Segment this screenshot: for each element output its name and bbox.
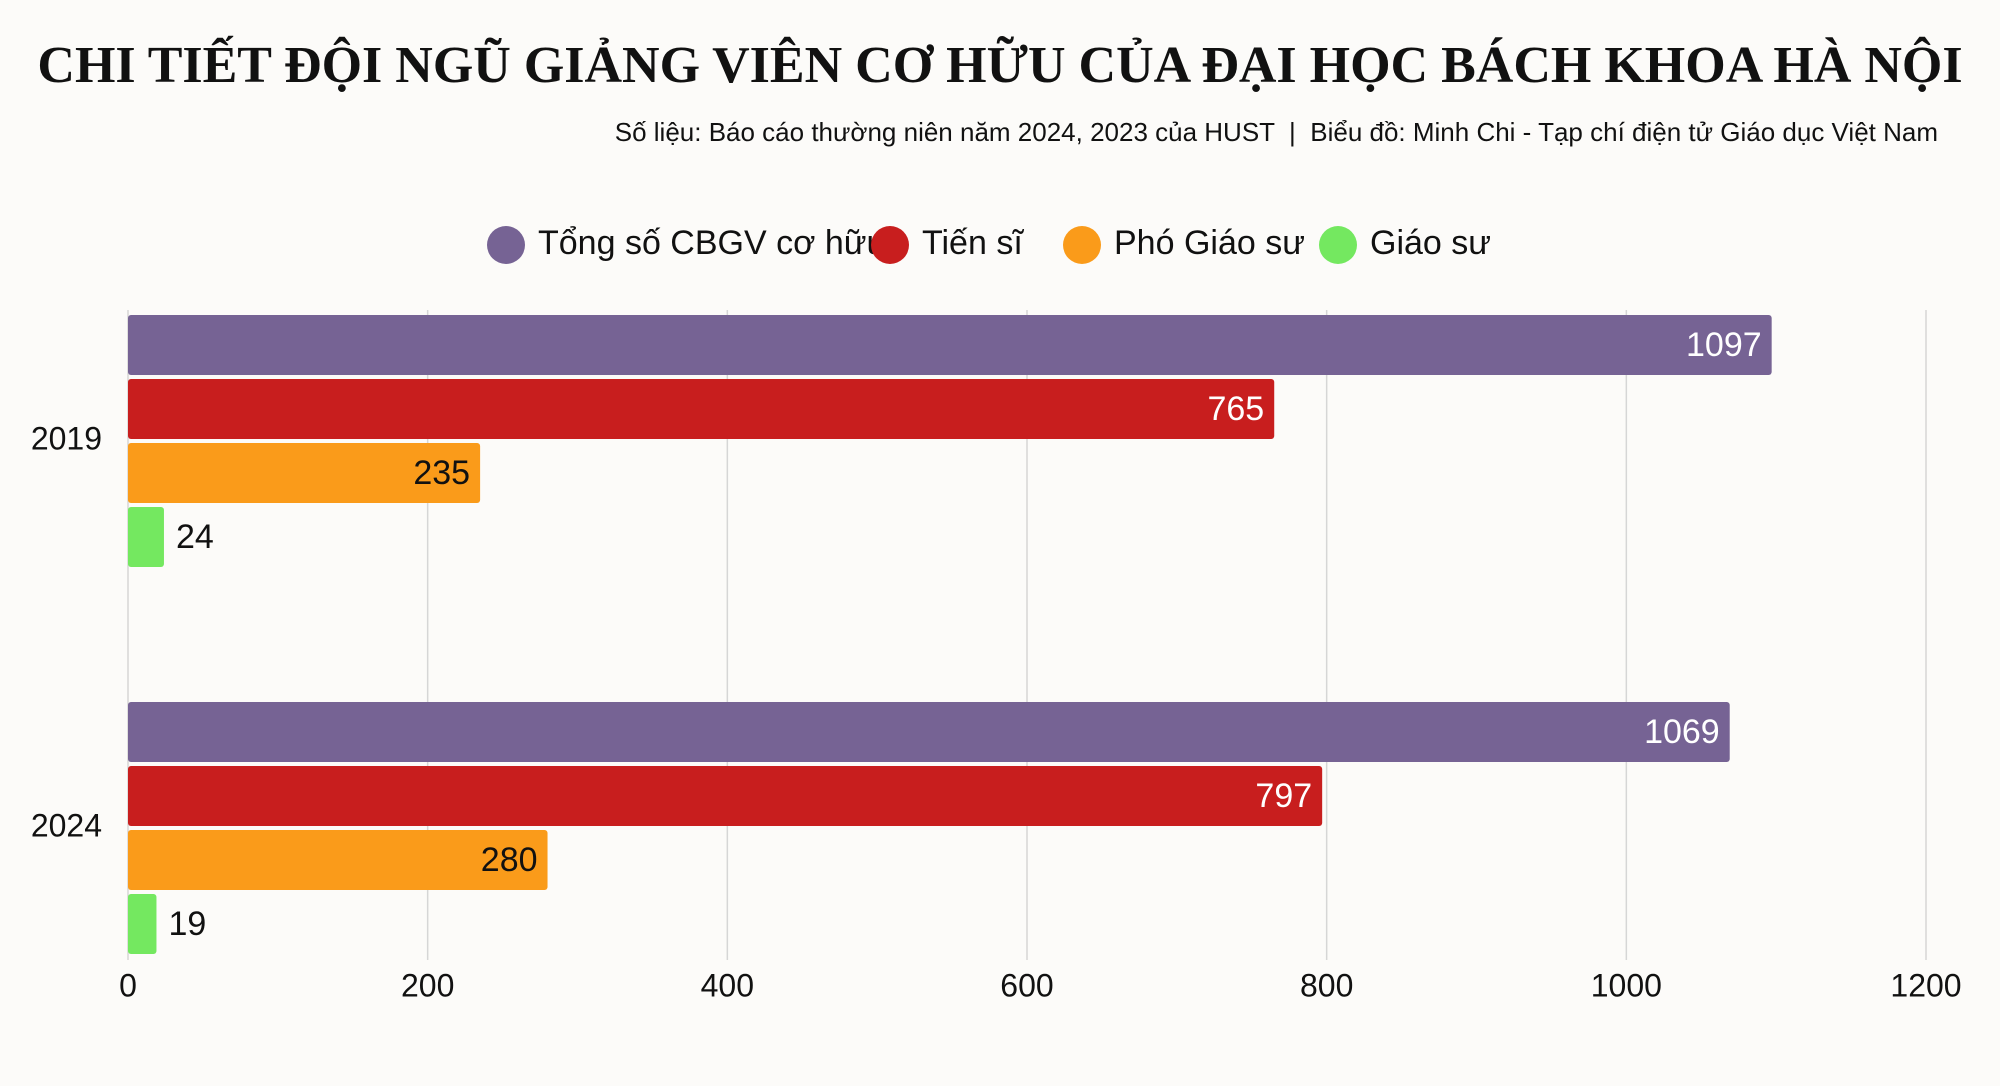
bar — [128, 315, 1772, 375]
value-label: 1069 — [1644, 713, 1720, 751]
bar — [128, 894, 157, 954]
value-label: 797 — [1255, 777, 1312, 815]
x-tick-label: 200 — [401, 967, 454, 1003]
bar — [128, 507, 164, 567]
y-tick-label: 2019 — [31, 420, 102, 456]
value-label: 1097 — [1686, 326, 1762, 364]
value-label: 19 — [168, 905, 206, 943]
y-tick-label: 2024 — [31, 807, 102, 843]
chart-subtitle: Số liệu: Báo cáo thường niên năm 2024, 2… — [615, 117, 1938, 147]
legend-label: Phó Giáo sư — [1114, 224, 1305, 262]
value-label: 235 — [413, 454, 470, 492]
value-label: 280 — [481, 841, 538, 879]
x-tick-label: 1200 — [1890, 967, 1961, 1003]
x-tick-label: 1000 — [1591, 967, 1662, 1003]
x-tick-label: 800 — [1300, 967, 1353, 1003]
x-tick-label: 600 — [1000, 967, 1053, 1003]
legend-label: Giáo sư — [1370, 224, 1491, 262]
legend-marker — [1063, 226, 1101, 264]
x-tick-label: 400 — [701, 967, 754, 1003]
chart-title: CHI TIẾT ĐỘI NGŨ GIẢNG VIÊN CƠ HỮU CỦA Đ… — [37, 34, 1962, 94]
x-tick-label: 0 — [119, 967, 137, 1003]
legend-label: Tổng số CBGV cơ hữu — [538, 224, 885, 262]
value-label: 24 — [176, 518, 214, 556]
value-label: 765 — [1207, 390, 1264, 428]
bar — [128, 766, 1323, 826]
legend-marker — [487, 226, 525, 264]
legend-label: Tiến sĩ — [922, 224, 1024, 262]
bar — [128, 830, 548, 890]
bar — [128, 702, 1730, 762]
legend-marker — [871, 226, 909, 264]
legend-marker — [1319, 226, 1357, 264]
bar — [128, 379, 1275, 439]
bar — [128, 443, 481, 503]
